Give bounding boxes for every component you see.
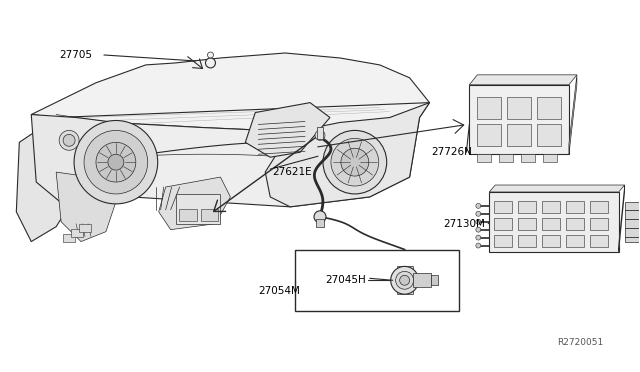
- Bar: [494, 218, 512, 230]
- Polygon shape: [397, 266, 413, 294]
- Bar: [521, 154, 535, 162]
- Circle shape: [59, 131, 79, 150]
- Circle shape: [63, 134, 75, 146]
- Polygon shape: [569, 75, 577, 154]
- Bar: [295, 250, 460, 311]
- Circle shape: [341, 148, 369, 176]
- Bar: [477, 125, 501, 146]
- Bar: [499, 154, 513, 162]
- Polygon shape: [31, 115, 131, 207]
- Bar: [566, 201, 584, 213]
- Bar: [518, 201, 536, 213]
- Bar: [590, 235, 608, 247]
- Polygon shape: [17, 118, 81, 241]
- Polygon shape: [469, 85, 569, 154]
- Bar: [518, 218, 536, 230]
- Polygon shape: [245, 103, 330, 157]
- Bar: [200, 209, 218, 221]
- Circle shape: [315, 131, 325, 140]
- Polygon shape: [489, 192, 619, 251]
- Text: 27045H: 27045H: [325, 275, 365, 285]
- Bar: [71, 229, 83, 237]
- Bar: [316, 219, 324, 227]
- Bar: [566, 235, 584, 247]
- Bar: [477, 97, 501, 119]
- Circle shape: [84, 131, 148, 194]
- Circle shape: [108, 154, 124, 170]
- Circle shape: [476, 203, 481, 208]
- Circle shape: [476, 227, 481, 232]
- Polygon shape: [619, 185, 625, 251]
- Bar: [179, 209, 196, 221]
- Bar: [590, 218, 608, 230]
- Bar: [537, 97, 561, 119]
- Bar: [518, 235, 536, 247]
- Circle shape: [399, 275, 410, 285]
- Circle shape: [476, 243, 481, 248]
- Circle shape: [476, 211, 481, 216]
- Bar: [79, 224, 91, 232]
- Bar: [317, 128, 323, 140]
- Polygon shape: [31, 53, 429, 132]
- Circle shape: [476, 219, 481, 224]
- Bar: [542, 218, 560, 230]
- Bar: [431, 275, 438, 285]
- Bar: [494, 201, 512, 213]
- Bar: [566, 218, 584, 230]
- Circle shape: [331, 138, 379, 186]
- Text: 27726N: 27726N: [431, 147, 472, 157]
- Circle shape: [207, 52, 214, 58]
- Circle shape: [476, 235, 481, 240]
- Circle shape: [314, 211, 326, 223]
- Circle shape: [396, 271, 413, 289]
- Polygon shape: [159, 177, 230, 230]
- Circle shape: [323, 131, 387, 194]
- Circle shape: [96, 142, 136, 182]
- Bar: [477, 154, 492, 162]
- Text: 27621E: 27621E: [272, 167, 312, 177]
- Text: 27054M: 27054M: [259, 286, 300, 296]
- Polygon shape: [31, 115, 420, 207]
- Polygon shape: [469, 75, 577, 85]
- Circle shape: [390, 266, 419, 294]
- Polygon shape: [265, 103, 429, 207]
- Bar: [507, 125, 531, 146]
- Bar: [413, 273, 431, 287]
- Polygon shape: [489, 185, 625, 192]
- Text: 27130M: 27130M: [444, 219, 485, 229]
- Circle shape: [205, 58, 216, 68]
- Bar: [590, 201, 608, 213]
- Bar: [494, 235, 512, 247]
- Text: R2720051: R2720051: [557, 338, 604, 347]
- Bar: [543, 154, 557, 162]
- Bar: [507, 97, 531, 119]
- Text: 27705: 27705: [59, 50, 92, 60]
- Bar: [537, 125, 561, 146]
- Bar: [175, 194, 220, 224]
- Bar: [63, 234, 75, 241]
- Bar: [542, 201, 560, 213]
- Circle shape: [74, 121, 157, 204]
- Bar: [542, 235, 560, 247]
- Polygon shape: [56, 172, 116, 241]
- Bar: [625, 202, 640, 241]
